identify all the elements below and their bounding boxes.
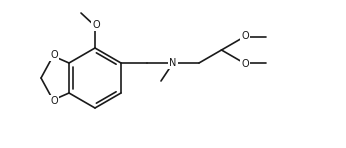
Text: O: O bbox=[50, 96, 58, 106]
Text: O: O bbox=[50, 50, 58, 60]
Text: O: O bbox=[92, 20, 100, 30]
Text: O: O bbox=[241, 59, 249, 69]
Text: O: O bbox=[241, 31, 249, 41]
Text: N: N bbox=[169, 58, 177, 68]
